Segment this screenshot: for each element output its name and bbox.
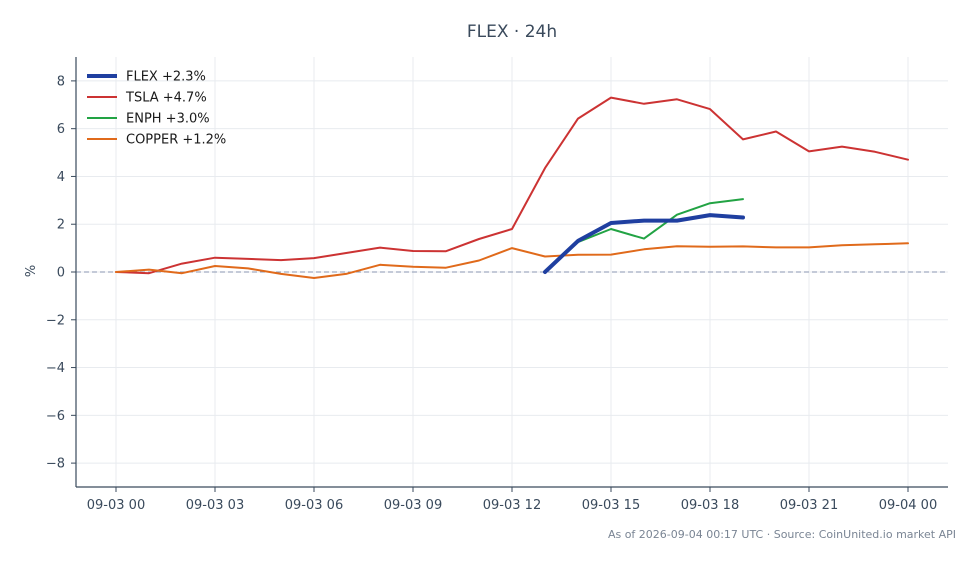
y-tick-label: −2 [46,313,65,328]
series-line-flex [545,215,743,272]
legend-label-flex: FLEX +2.3% [126,70,206,85]
y-tick-label: 2 [57,218,65,233]
y-tick-label: 8 [57,74,65,89]
y-ticks: −8 −6 −4 −2 0 2 4 6 8 [46,74,76,471]
y-tick-label: 6 [57,122,65,137]
x-ticks: 09-03 00 09-03 03 09-03 06 09-03 09 09-03 12… [87,487,937,513]
x-tick-label: 09-03 09 [384,498,442,513]
x-tick-label: 09-03 03 [186,498,244,513]
y-tick-label: −6 [46,409,65,424]
x-tick-label: 09-04 00 [879,498,937,513]
y-tick-label: 0 [57,266,65,281]
x-tick-label: 09-03 18 [681,498,739,513]
series-line-enph [545,199,743,272]
x-tick-label: 09-03 21 [780,498,838,513]
legend-label-enph: ENPH +3.0% [126,112,210,127]
y-axis-label: % [24,265,39,277]
x-tick-label: 09-03 15 [582,498,640,513]
y-tick-label: 4 [57,170,65,185]
legend-label-tsla: TSLA +4.7% [125,91,207,106]
y-tick-label: −4 [46,361,65,376]
x-tick-label: 09-03 12 [483,498,541,513]
source-footer: As of 2026-09-04 00:17 UTC · Source: Coi… [608,528,956,541]
legend-label-copper: COPPER +1.2% [126,133,226,148]
x-tick-label: 09-03 00 [87,498,145,513]
x-tick-label: 09-03 06 [285,498,343,513]
y-tick-label: −8 [46,457,65,472]
chart-title: FLEX · 24h [467,22,557,42]
